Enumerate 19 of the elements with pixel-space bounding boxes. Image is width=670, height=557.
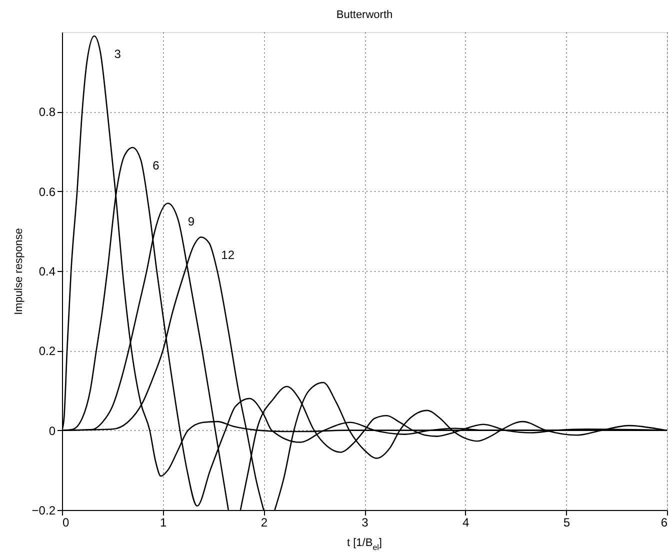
y-tick-label: 0.2 xyxy=(38,344,56,358)
y-tick-label: 0.4 xyxy=(38,264,56,278)
series-label: 9 xyxy=(188,214,195,228)
x-tick-label: 3 xyxy=(362,516,369,530)
x-tick-label: 1 xyxy=(160,516,167,530)
x-tick-label: 6 xyxy=(660,516,668,530)
y-tick-label: −0.2 xyxy=(32,504,56,518)
x-tick-label: 0 xyxy=(62,516,70,530)
y-axis-title: Impulse response xyxy=(12,228,25,315)
series-label: 12 xyxy=(221,248,235,262)
chart-title: Butterworth xyxy=(336,9,393,21)
y-tick-label: 0 xyxy=(48,424,56,438)
series-label: 6 xyxy=(152,158,160,173)
y-tick-label: 0.8 xyxy=(38,105,56,120)
x-tick-label: 5 xyxy=(563,516,570,530)
x-tick-label: 2 xyxy=(260,516,268,530)
y-tick-label: 0.6 xyxy=(38,184,56,199)
x-tick-label: 4 xyxy=(462,516,470,530)
series-label: 3 xyxy=(114,46,122,61)
